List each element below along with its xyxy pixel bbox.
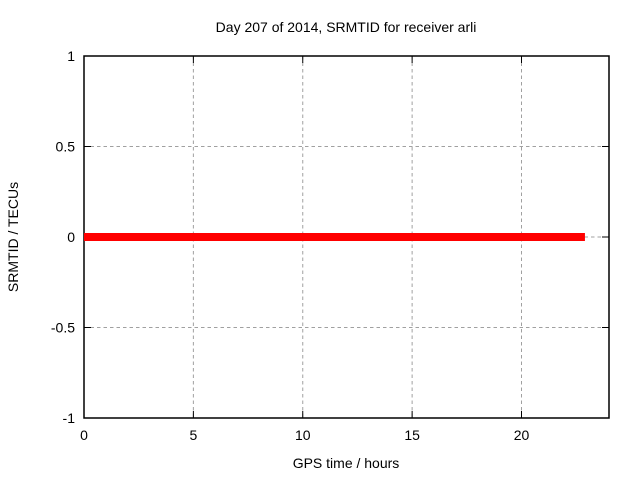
x-tick-label: 15 xyxy=(404,427,420,443)
x-tick-label: 20 xyxy=(514,427,530,443)
y-tick-label: 0 xyxy=(67,229,75,245)
x-axis-label: GPS time / hours xyxy=(293,455,400,471)
y-tick-label: -0.5 xyxy=(51,320,75,336)
x-tick-label: 10 xyxy=(295,427,311,443)
y-axis-label: SRMTID / TECUs xyxy=(5,182,21,292)
y-tick-label: 1 xyxy=(67,48,75,64)
chart-title: Day 207 of 2014, SRMTID for receiver arl… xyxy=(216,19,477,35)
tick-labels-layer: 0 5 10 15 20 -1 -0.5 0 0.5 1 xyxy=(51,48,530,443)
x-tick-label: 0 xyxy=(80,427,88,443)
y-tick-label: -1 xyxy=(63,410,76,426)
x-tick-label: 5 xyxy=(189,427,197,443)
y-tick-label: 0.5 xyxy=(56,139,76,155)
